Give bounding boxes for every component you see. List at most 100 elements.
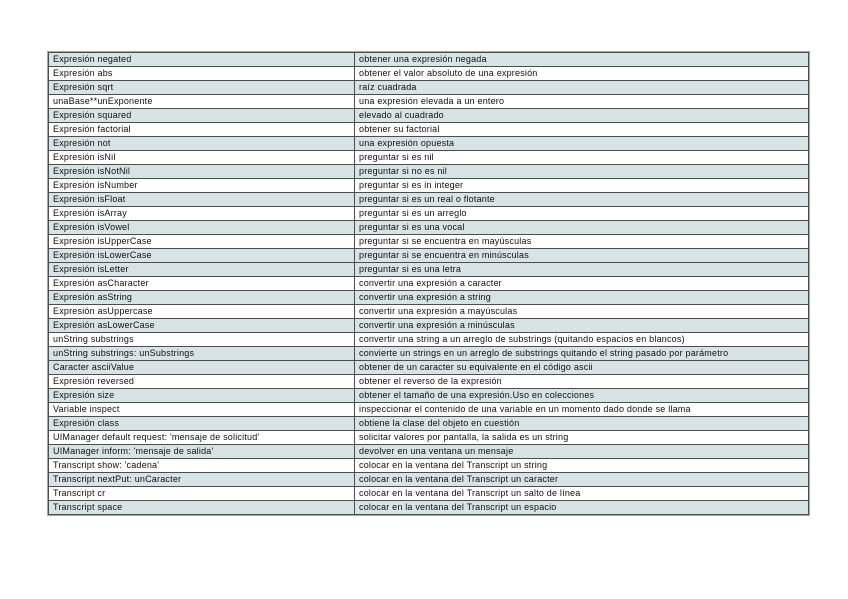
expression-cell: Transcript cr [48,486,355,501]
table-row: Caracter asciiValue obtener de un caracte… [48,360,809,375]
description-cell: convertir una expresión a minúsculas [354,318,809,333]
expression-cell: Expresión asCharacter [48,276,355,291]
table-row: unaBase**unExponente una expresión elevad… [48,94,809,109]
table-row: UIManager default request: 'mensaje de s… [48,430,809,445]
expression-cell: unString substrings: unSubstrings [48,346,355,361]
description-cell: convertir una expresión a caracter [354,276,809,291]
table-row: Expresión asUppercase convertir una expre… [48,304,809,319]
expression-cell: Caracter asciiValue [48,360,355,375]
expression-cell: Expresión negated [48,52,355,67]
description-cell: solicitar valores por pantalla, la salid… [354,430,809,445]
table-row: Expresión squared elevado al cuadrado [48,108,809,123]
expression-cell: Expresión asString [48,290,355,305]
description-cell: preguntar si es un arreglo [354,206,809,221]
expression-cell: Expresión factorial [48,122,355,137]
description-cell: convertir una expresión a string [354,290,809,305]
table-row: Expresión abs obtener el valor absoluto d… [48,66,809,81]
expression-cell: UIManager inform: 'mensaje de salida' [48,444,355,459]
table-row: Transcript nextPut: unCaracter colocar en… [48,472,809,487]
table-row: Expresión not una expresión opuesta [48,136,809,151]
expression-cell: Expresión abs [48,66,355,81]
expression-cell: Expresión isVowel [48,220,355,235]
table-row: Expresión asString convertir una expresió… [48,290,809,305]
expression-cell: Expresión isNumber [48,178,355,193]
table-body: Expresión negated obtener una expresión n… [48,52,809,515]
expression-cell: Expresión isUpperCase [48,234,355,249]
table-row: Expresión isVowel preguntar si es una voc… [48,220,809,235]
table-row: Expresión negated obtener una expresión n… [48,52,809,67]
table-row: Expresión isFloat preguntar si es un real… [48,192,809,207]
expression-cell: Transcript show: 'cadena' [48,458,355,473]
description-cell: obtiene la clase del objeto en cuestión [354,416,809,431]
expression-cell: Variable inspect [48,402,355,417]
table-row: Expresión sqrt raíz cuadrada [48,80,809,95]
expression-cell: Expresión isNil [48,150,355,165]
table-row: Expresión isUpperCase preguntar si se enc… [48,234,809,249]
table-row: Expresión isLowerCase preguntar si se enc… [48,248,809,263]
description-cell: raíz cuadrada [354,80,809,95]
table-row: Expresión isNotNil preguntar si no es nil [48,164,809,179]
table-row: Transcript cr colocar en la ventana del T… [48,486,809,501]
description-cell: preguntar si es una letra [354,262,809,277]
description-cell: obtener una expresión negada [354,52,809,67]
table-row: unString substrings convertir una string … [48,332,809,347]
description-cell: preguntar si es nil [354,150,809,165]
expression-cell: Expresión isArray [48,206,355,221]
description-cell: devolver en una ventana un mensaje [354,444,809,459]
table-row: Expresión asLowerCase convertir una expre… [48,318,809,333]
table-row: Transcript space colocar en la ventana de… [48,500,809,515]
description-cell: una expresión opuesta [354,136,809,151]
description-cell: colocar en la ventana del Transcript un … [354,500,809,515]
expression-cell: Expresión squared [48,108,355,123]
description-cell: obtener el reverso de la expresión [354,374,809,389]
description-cell: obtener el valor absoluto de una expresi… [354,66,809,81]
table-row: Expresión reversed obtener el reverso de … [48,374,809,389]
expression-cell: Expresión isNotNil [48,164,355,179]
expression-cell: Expresión class [48,416,355,431]
table-row: Expresión size obtener el tamaño de una e… [48,388,809,403]
description-cell: preguntar si es un real o flotante [354,192,809,207]
expression-cell: Expresión asLowerCase [48,318,355,333]
description-cell: colocar en la ventana del Transcript un … [354,486,809,501]
expression-cell: Expresión sqrt [48,80,355,95]
description-cell: obtener su factorial [354,122,809,137]
expression-cell: Expresión reversed [48,374,355,389]
expression-cell: Expresión isLowerCase [48,248,355,263]
description-cell: elevado al cuadrado [354,108,809,123]
description-cell: obtener el tamaño de una expresión.Uso e… [354,388,809,403]
table-row: Expresión isNumber preguntar si es in int… [48,178,809,193]
expression-cell: UIManager default request: 'mensaje de s… [48,430,355,445]
description-cell: una expresión elevada a un entero [354,94,809,109]
expression-cell: Transcript nextPut: unCaracter [48,472,355,487]
expression-cell: unaBase**unExponente [48,94,355,109]
table-row: Expresión isNil preguntar si es nil [48,150,809,165]
expression-cell: Expresión size [48,388,355,403]
table-row: Variable inspect inspeccionar el contenid… [48,402,809,417]
smalltalk-expressions-table: Expresión negated obtener una expresión n… [48,52,809,515]
description-cell: colocar en la ventana del Transcript un … [354,458,809,473]
description-cell: convierte un strings en un arreglo de su… [354,346,809,361]
table-row: Expresión isArray preguntar si es un arre… [48,206,809,221]
description-cell: preguntar si se encuentra en mayúsculas [354,234,809,249]
description-cell: preguntar si no es nil [354,164,809,179]
reference-table-frame: Expresión negated obtener una expresión n… [47,51,810,516]
table-row: Expresión asCharacter convertir una expre… [48,276,809,291]
table-row: Transcript show: 'cadena' colocar en la v… [48,458,809,473]
description-cell: colocar en la ventana del Transcript un … [354,472,809,487]
description-cell: convertir una string a un arreglo de sub… [354,332,809,347]
table-row: UIManager inform: 'mensaje de salida' dev… [48,444,809,459]
expression-cell: unString substrings [48,332,355,347]
expression-cell: Expresión not [48,136,355,151]
expression-cell: Expresión isLetter [48,262,355,277]
description-cell: obtener de un caracter su equivalente en… [354,360,809,375]
table-row: unString substrings: unSubstrings convier… [48,346,809,361]
expression-cell: Transcript space [48,500,355,515]
table-row: Expresión isLetter preguntar si es una le… [48,262,809,277]
description-cell: convertir una expresión a mayúsculas [354,304,809,319]
description-cell: inspeccionar el contenido de una variabl… [354,402,809,417]
expression-cell: Expresión isFloat [48,192,355,207]
table-row: Expresión factorial obtener su factorial [48,122,809,137]
description-cell: preguntar si se encuentra en minúsculas [354,248,809,263]
description-cell: preguntar si es una vocal [354,220,809,235]
